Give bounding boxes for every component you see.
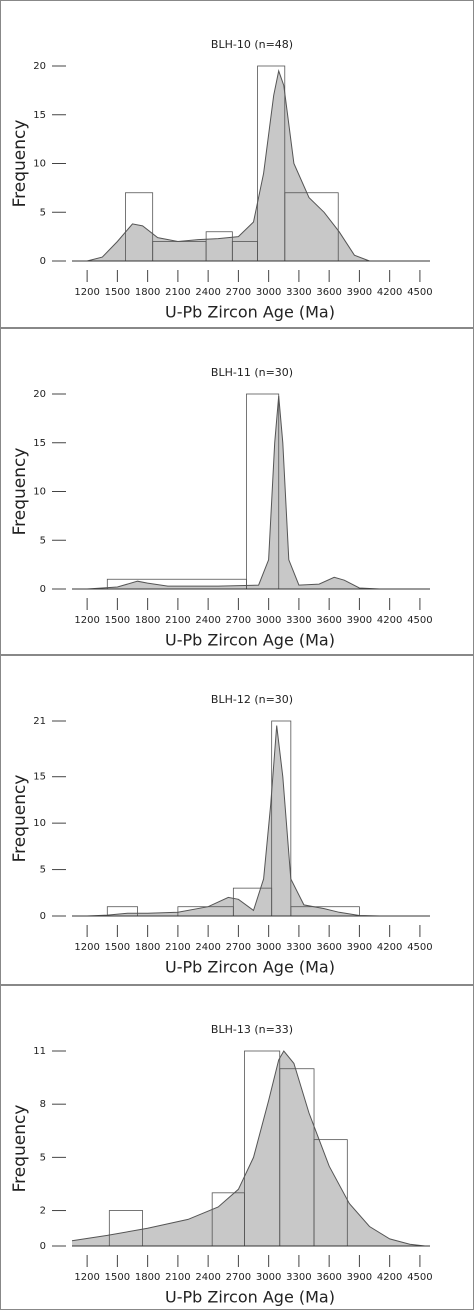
x-tick-label: 2700 bbox=[226, 615, 251, 626]
y-tick-label: 15 bbox=[33, 772, 46, 783]
x-tick-label: 3000 bbox=[256, 287, 281, 298]
x-tick-label: 4200 bbox=[377, 1272, 402, 1283]
x-tick-label: 3900 bbox=[347, 615, 372, 626]
kde-area bbox=[72, 1051, 425, 1246]
y-tick-label: 5 bbox=[40, 207, 46, 218]
x-tick-label: 2400 bbox=[195, 942, 220, 953]
x-tick-label: 3600 bbox=[316, 1272, 341, 1283]
panel-title: BLH-13 (n=33) bbox=[211, 1023, 293, 1036]
y-axis-label: Frequency bbox=[10, 775, 30, 863]
kde-line bbox=[87, 725, 380, 917]
x-tick-label: 3000 bbox=[256, 615, 281, 626]
x-tick-label: 2100 bbox=[165, 1272, 190, 1283]
x-tick-label: 3900 bbox=[347, 287, 372, 298]
x-tick-label: 1200 bbox=[74, 942, 99, 953]
y-tick-label: 15 bbox=[33, 438, 46, 449]
x-tick-label: 3600 bbox=[316, 942, 341, 953]
x-tick-label: 1500 bbox=[105, 1272, 130, 1283]
x-tick-label: 3600 bbox=[316, 287, 341, 298]
x-tick-label: 3300 bbox=[286, 942, 311, 953]
x-tick-label: 2700 bbox=[226, 287, 251, 298]
kde-line bbox=[71, 1050, 426, 1247]
panel-title: BLH-12 (n=30) bbox=[211, 693, 293, 706]
panel-title: BLH-10 (n=48) bbox=[211, 38, 293, 51]
y-axis-label: Frequency bbox=[10, 120, 30, 208]
x-tick-label: 1200 bbox=[74, 287, 99, 298]
x-tick-label: 2400 bbox=[195, 287, 220, 298]
x-tick-label: 3300 bbox=[286, 615, 311, 626]
x-tick-label: 1800 bbox=[135, 615, 160, 626]
y-tick-label: 0 bbox=[40, 1241, 46, 1252]
x-tick-label: 3900 bbox=[347, 1272, 372, 1283]
y-axis-label: Frequency bbox=[10, 1105, 30, 1193]
kde-area bbox=[87, 725, 380, 916]
y-tick-label: 5 bbox=[40, 865, 46, 876]
x-tick-label: 4500 bbox=[407, 942, 432, 953]
y-tick-label: 21 bbox=[33, 716, 46, 727]
x-tick-label: 2700 bbox=[226, 942, 251, 953]
x-tick-label: 2100 bbox=[165, 287, 190, 298]
x-tick-label: 1500 bbox=[105, 942, 130, 953]
x-axis-label: U-Pb Zircon Age (Ma) bbox=[165, 303, 335, 322]
y-tick-label: 20 bbox=[33, 389, 46, 400]
x-tick-label: 3600 bbox=[316, 615, 341, 626]
x-tick-label: 1500 bbox=[105, 287, 130, 298]
x-tick-label: 1800 bbox=[135, 942, 160, 953]
x-axis-label: U-Pb Zircon Age (Ma) bbox=[165, 958, 335, 977]
x-tick-label: 1800 bbox=[135, 287, 160, 298]
kde-line bbox=[87, 395, 380, 590]
kde-area bbox=[87, 70, 370, 262]
panel-title: BLH-11 (n=30) bbox=[211, 366, 293, 379]
y-tick-label: 5 bbox=[40, 1152, 46, 1163]
x-tick-label: 4500 bbox=[407, 615, 432, 626]
x-tick-label: 4500 bbox=[407, 1272, 432, 1283]
kde-area bbox=[87, 395, 380, 589]
y-tick-label: 20 bbox=[33, 61, 46, 72]
x-tick-label: 2100 bbox=[165, 615, 190, 626]
x-tick-label: 3900 bbox=[347, 942, 372, 953]
y-tick-label: 5 bbox=[40, 535, 46, 546]
y-tick-label: 15 bbox=[33, 110, 46, 121]
x-tick-label: 2400 bbox=[195, 615, 220, 626]
x-tick-label: 4200 bbox=[377, 942, 402, 953]
y-tick-label: 10 bbox=[33, 487, 46, 498]
x-tick-label: 1500 bbox=[105, 615, 130, 626]
y-tick-label: 0 bbox=[40, 256, 46, 267]
x-tick-label: 3000 bbox=[256, 1272, 281, 1283]
y-tick-label: 10 bbox=[33, 159, 46, 170]
x-tick-label: 3300 bbox=[286, 1272, 311, 1283]
x-tick-label: 3000 bbox=[256, 942, 281, 953]
x-tick-label: 4200 bbox=[377, 615, 402, 626]
x-tick-label: 4200 bbox=[377, 287, 402, 298]
x-tick-label: 2700 bbox=[226, 1272, 251, 1283]
x-tick-label: 3300 bbox=[286, 287, 311, 298]
y-tick-label: 0 bbox=[40, 584, 46, 595]
y-tick-label: 8 bbox=[40, 1099, 46, 1110]
x-tick-label: 1200 bbox=[74, 615, 99, 626]
x-axis-label: U-Pb Zircon Age (Ma) bbox=[165, 631, 335, 650]
y-tick-label: 2 bbox=[40, 1206, 46, 1217]
x-tick-label: 2100 bbox=[165, 942, 190, 953]
y-tick-label: 11 bbox=[33, 1046, 46, 1057]
x-tick-label: 4500 bbox=[407, 287, 432, 298]
x-tick-label: 2400 bbox=[195, 1272, 220, 1283]
y-axis-label: Frequency bbox=[10, 448, 30, 536]
x-tick-label: 1200 bbox=[74, 1272, 99, 1283]
y-tick-label: 0 bbox=[40, 911, 46, 922]
y-tick-label: 10 bbox=[33, 818, 46, 829]
kde-line bbox=[86, 69, 370, 262]
x-axis-label: U-Pb Zircon Age (Ma) bbox=[165, 1288, 335, 1307]
x-tick-label: 1800 bbox=[135, 1272, 160, 1283]
